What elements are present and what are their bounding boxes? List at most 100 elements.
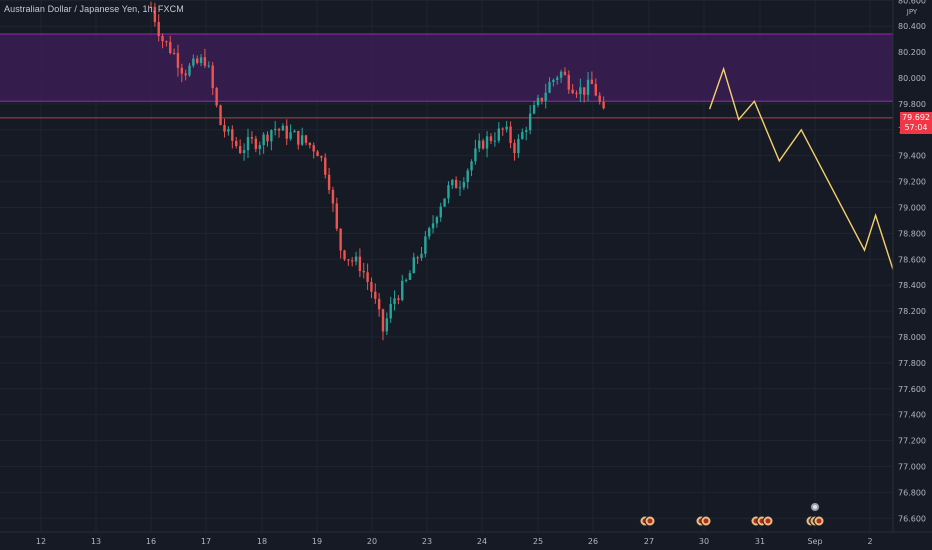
candle-body — [258, 145, 261, 149]
y-tick-label: 78.000 — [898, 333, 926, 342]
y-tick-label: 79.000 — [898, 204, 926, 213]
candle-body — [339, 228, 342, 251]
candle-body — [559, 71, 563, 78]
candle-body — [196, 58, 199, 64]
x-tick-label: 13 — [91, 537, 101, 546]
candle-body — [454, 179, 458, 189]
candle-body — [335, 203, 338, 229]
candle-body — [254, 138, 258, 149]
candle-body — [497, 128, 500, 141]
y-tick-label: 80.000 — [898, 74, 926, 83]
candle-body — [435, 217, 439, 224]
candle-body — [540, 97, 544, 102]
price-axis-panel — [893, 0, 932, 550]
candle-body — [439, 206, 442, 218]
candle-body — [250, 137, 254, 139]
candle-body — [157, 22, 160, 36]
candle-body — [525, 130, 528, 132]
candle-body — [289, 132, 292, 139]
y-tick-label: 78.400 — [898, 281, 926, 290]
candle-body — [270, 130, 273, 142]
candle-body — [548, 82, 551, 93]
candle-body — [316, 151, 319, 157]
candle-body — [470, 161, 473, 171]
candle-body — [223, 124, 226, 132]
candle-body — [513, 143, 516, 154]
candle-body — [462, 182, 466, 188]
candle-body — [169, 41, 172, 53]
candle-body — [165, 41, 168, 43]
candle-body — [219, 105, 222, 125]
candle-body — [304, 135, 308, 143]
candle-body — [297, 130, 300, 145]
candle-body — [362, 271, 365, 273]
candle-body — [501, 128, 504, 130]
candle-body — [590, 79, 594, 85]
last-price-label: 79.692 57:04 — [900, 112, 932, 134]
x-tick-label: 24 — [477, 537, 487, 546]
y-tick-label: 80.200 — [898, 48, 926, 57]
candle-body — [489, 136, 493, 142]
candle-body — [521, 131, 524, 139]
candle-body — [586, 79, 590, 95]
currency-label: JPY — [906, 8, 918, 16]
candle-body — [238, 146, 242, 153]
candle-body — [598, 95, 601, 102]
candle-body — [575, 93, 578, 95]
candle-body — [528, 113, 532, 131]
candle-body — [493, 140, 497, 142]
candle-body — [366, 272, 369, 282]
candle-body — [385, 318, 389, 332]
candle-body — [563, 71, 567, 75]
symbol-title: Australian Dollar / Japanese Yen, 1h, FX… — [4, 4, 184, 14]
x-tick-label: 26 — [588, 537, 598, 546]
candle-body — [285, 125, 288, 139]
candle-body — [347, 259, 350, 261]
candle-body — [466, 170, 469, 183]
event-marker-dot — [647, 518, 653, 524]
candle-body — [374, 291, 377, 299]
candle-body — [408, 273, 412, 280]
y-tick-label: 77.800 — [898, 359, 926, 368]
x-tick-label: 17 — [201, 537, 211, 546]
candle-body — [235, 140, 238, 147]
candle-body — [532, 105, 536, 114]
candle-body — [199, 57, 203, 64]
candle-body — [227, 129, 230, 132]
y-tick-label: 80.400 — [898, 22, 926, 31]
candle-body — [266, 134, 269, 142]
candle-body — [324, 157, 327, 175]
candle-body — [428, 228, 431, 237]
candle-body — [424, 236, 427, 254]
x-tick-label: 30 — [699, 537, 709, 546]
y-tick-label: 76.600 — [898, 514, 926, 523]
candle-body — [312, 145, 315, 152]
candle-body — [161, 35, 164, 42]
event-marker-dot — [765, 518, 771, 524]
candle-body — [370, 281, 373, 292]
candle-body — [485, 136, 489, 149]
bar-countdown: 57:04 — [904, 123, 928, 132]
candle-body — [389, 303, 392, 319]
candle-body — [277, 128, 281, 131]
y-tick-label: 79.400 — [898, 152, 926, 161]
candle-body — [343, 250, 346, 260]
candle-body — [176, 53, 180, 68]
candle-body — [431, 223, 435, 229]
x-tick-label: 12 — [36, 537, 46, 546]
candle-body — [358, 256, 362, 272]
candle-body — [308, 142, 312, 146]
y-tick-label: 78.800 — [898, 229, 926, 238]
candle-body — [412, 257, 415, 274]
candle-body — [509, 126, 512, 144]
candle-body — [552, 79, 555, 83]
candle-body — [443, 198, 446, 207]
candle-body — [320, 156, 323, 158]
candle-body — [393, 298, 396, 304]
candle-body — [211, 65, 214, 89]
last-price-value: 79.692 — [902, 113, 930, 122]
candle-body — [215, 88, 218, 106]
candle-body — [246, 137, 250, 151]
